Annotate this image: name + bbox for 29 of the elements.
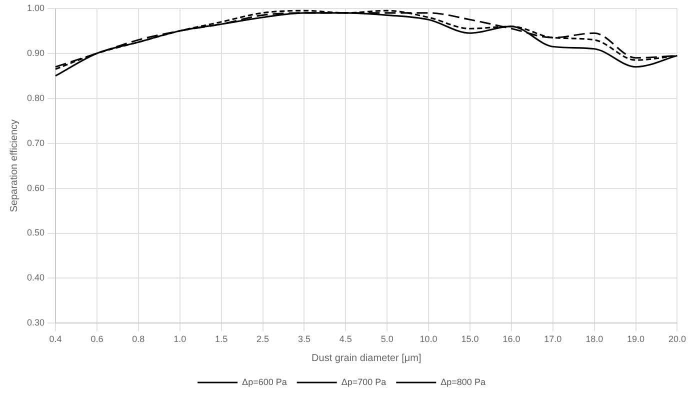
x-tick-label: 5.0 xyxy=(380,334,394,344)
y-tick-label: 0.50 xyxy=(26,228,45,238)
x-tick-label: 19.0 xyxy=(627,334,645,344)
x-tick-label: 0.4 xyxy=(49,334,62,344)
y-tick-label: 0.90 xyxy=(26,48,45,58)
x-axis-title: Dust grain diameter [μm] xyxy=(312,352,422,364)
y-tick-label: 0.40 xyxy=(26,272,45,283)
x-tick-label: 1.5 xyxy=(215,334,228,344)
y-tick-label: 0.70 xyxy=(26,138,45,148)
legend-label: Δp=800 Pa xyxy=(440,376,486,387)
x-tick-label: 16.0 xyxy=(502,334,520,344)
x-tick-label: 4.5 xyxy=(339,334,352,344)
x-tick-label: 10.0 xyxy=(420,334,438,344)
x-tick-label: 18.0 xyxy=(586,334,604,344)
y-axis-title: Separation efficiency xyxy=(8,119,20,212)
x-tick-label: 20.0 xyxy=(668,334,686,344)
x-tick-label: 0.6 xyxy=(90,334,104,344)
x-tick-label: 0.8 xyxy=(132,334,145,344)
y-tick-label: 0.80 xyxy=(26,92,45,103)
x-tick-label: 17.0 xyxy=(544,334,562,344)
legend-label: Δp=700 Pa xyxy=(341,376,386,387)
x-tick-label: 3.5 xyxy=(298,334,310,344)
x-tick-label: 2.5 xyxy=(256,334,270,344)
y-tick-label: 1.00 xyxy=(26,2,45,13)
y-tick-label: 0.30 xyxy=(26,318,45,328)
x-tick-label: 1.0 xyxy=(174,334,186,344)
y-tick-label: 0.60 xyxy=(26,182,45,193)
x-tick-label: 15.0 xyxy=(461,334,479,344)
legend-label: Δp=600 Pa xyxy=(242,376,287,387)
